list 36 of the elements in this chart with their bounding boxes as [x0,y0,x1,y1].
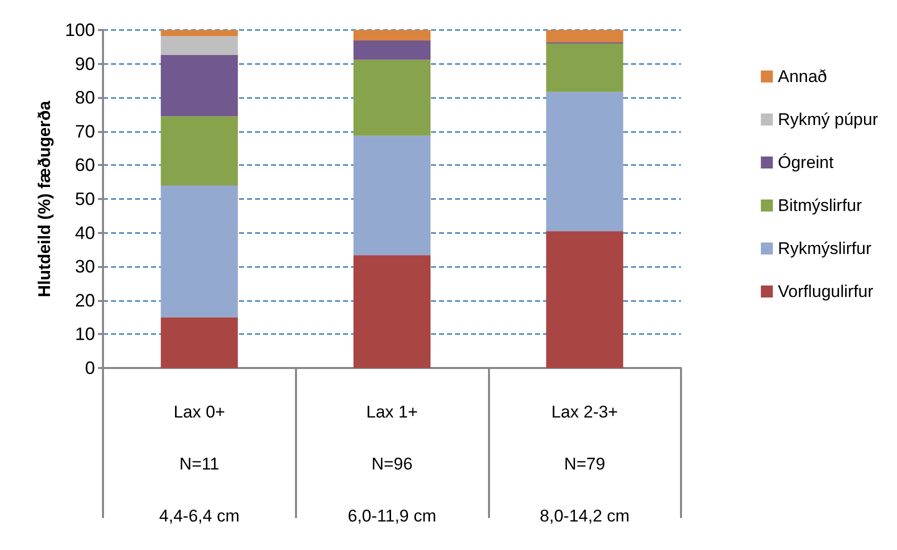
bar [353,255,431,368]
y-tick-label: 80 [74,88,95,108]
bar [353,136,431,256]
y-tick-label: 60 [74,155,95,176]
category-label: Lax 0+ N=11 4,4-6,4 cm [159,402,240,526]
y-tick-label: 0 [84,358,95,378]
bar [160,55,238,116]
legend-label: Vorflugulirfur [778,282,874,301]
legend-label: Ógreint [778,153,834,172]
y-tick-label: 40 [74,222,95,243]
bar [160,36,238,56]
y-tick-label: 90 [74,54,95,74]
bar [546,92,624,232]
bar [353,60,431,136]
legend-label: Bitmýslirfur [778,196,862,215]
y-tick-label: 50 [74,189,95,209]
bar [160,116,238,186]
bar [546,231,624,368]
bar [160,317,238,368]
legend-label: Rykmýslirfur [778,239,872,258]
bar [353,40,431,60]
bar [546,44,624,92]
y-axis-title: Hlutdeild (%) fæðugerða [35,100,54,298]
legend-label: Rykmý púpur [778,110,878,129]
y-tick-label: 20 [74,290,95,310]
category-label: Lax 2-3+ N=79 8,0-14,2 cm [540,402,630,526]
category-label: Lax 1+ N=96 6,0-11,9 cm [348,402,436,526]
bar [546,30,624,42]
y-tick-label: 70 [74,121,95,142]
bar [353,30,431,40]
y-tick-label: 10 [74,324,95,344]
bar [160,30,238,36]
y-tick-label: 30 [74,256,95,277]
bar [160,185,238,318]
legend-label: Annað [778,67,828,86]
y-tick-label: 100 [64,20,95,40]
